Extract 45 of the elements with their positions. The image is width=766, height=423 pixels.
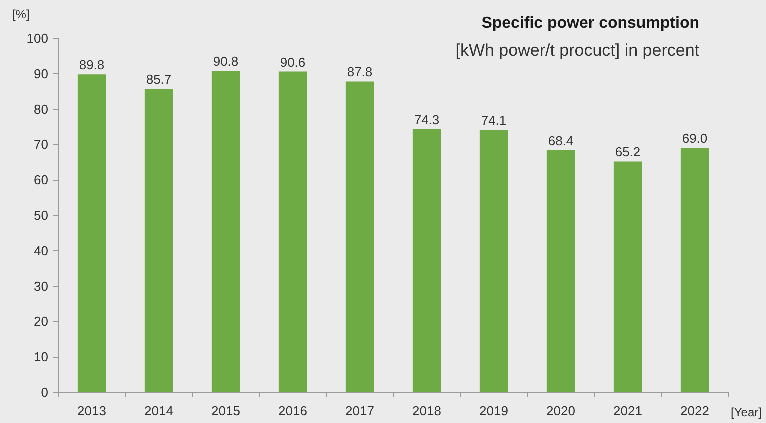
x-tick-label: 2013 [78,404,106,418]
x-tick-label: 2020 [546,404,576,418]
bar [346,82,374,392]
y-tick-label: 30 [34,278,49,294]
bar [78,74,106,392]
y-tick-label: 60 [34,172,49,188]
bar [680,148,710,392]
x-tick-label: 2021 [614,404,642,418]
data-label: 74.3 [414,112,440,128]
bar [212,71,240,392]
x-tick-label: 2022 [680,404,710,418]
data-label: 74.1 [481,113,507,128]
y-tick-label: 40 [34,243,49,258]
data-label: 65.2 [615,144,641,160]
x-tick-label: 2014 [144,404,174,418]
y-axis-title: [%] [12,8,30,22]
chart-title: Specific power consumption [482,15,700,32]
data-label: 68.4 [548,133,574,148]
bar [278,72,308,392]
y-tick-label: 10 [34,350,49,365]
x-axis-title: [Year] [731,406,762,420]
y-tick-label: 100 [26,31,49,46]
y-tick-label: 20 [34,314,49,330]
x-tick-label: 2017 [346,404,374,418]
y-tick-label: 70 [34,137,49,152]
bar [480,130,508,392]
x-tick-label: 2019 [480,404,508,418]
data-label: 87.8 [347,64,373,80]
bar [144,89,174,392]
bar [614,162,642,392]
data-label: 90.8 [213,54,239,70]
data-label: 89.8 [79,58,105,73]
y-tick-label: 0 [41,385,49,400]
x-tick-label: 2015 [212,404,240,418]
y-tick-label: 80 [34,102,49,117]
data-label: 69.0 [682,131,708,146]
y-tick-label: 50 [34,208,49,223]
bar [546,150,576,392]
chart-subtitle: [kWh power/t procuct] in percent [456,41,700,60]
data-label: 90.6 [280,54,306,70]
bar [412,129,442,392]
data-label: 85.7 [146,72,172,88]
y-tick-label: 90 [34,66,49,82]
x-tick-label: 2016 [278,404,308,418]
x-tick-label: 2018 [412,404,442,418]
